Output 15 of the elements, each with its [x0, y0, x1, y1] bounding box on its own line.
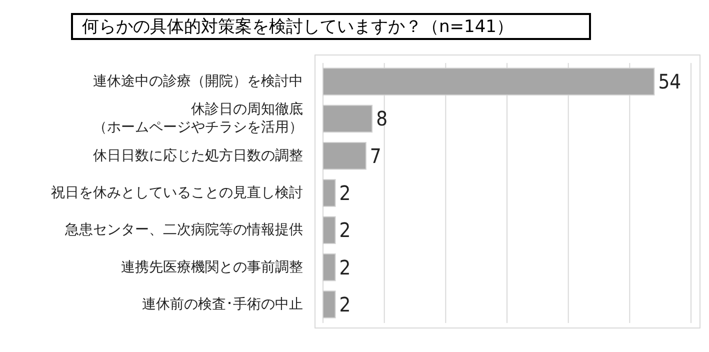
data-label: 2 [339, 218, 351, 242]
y-tick-label: 休日日数に応じた処方日数の調整 [93, 148, 303, 164]
y-tick-label: 連休前の検査･手術の中止 [142, 296, 303, 312]
chart-title: 何らかの具体的対策案を検討していますか？（n=141） [82, 17, 514, 37]
y-tick-label: 連携先医療機関との事前調整 [121, 259, 303, 276]
data-label: 54 [658, 70, 682, 94]
y-tick-label: 急患センター、二次病院等の情報提供 [64, 222, 303, 238]
data-label: 2 [339, 181, 351, 205]
data-label: 7 [370, 144, 382, 168]
y-tick-label: 祝日を休みとしていることの見直し検討 [51, 185, 303, 201]
y-tick-label: 連休途中の診療（開院）を検討中 [93, 74, 303, 90]
data-label: 2 [339, 292, 351, 316]
data-label: 8 [376, 106, 388, 131]
data-label: 2 [339, 255, 351, 280]
y-tick-label: 休診日の周知徹底（ホームページやチラシを活用） [93, 102, 303, 136]
